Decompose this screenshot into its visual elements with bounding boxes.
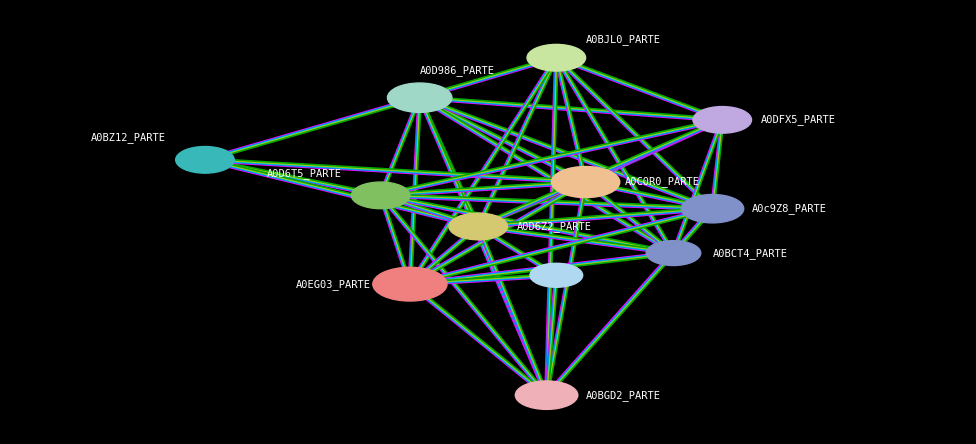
Circle shape	[527, 44, 586, 71]
Circle shape	[515, 381, 578, 409]
Circle shape	[373, 267, 447, 301]
Text: A0C0R0_PARTE: A0C0R0_PARTE	[625, 177, 700, 187]
Circle shape	[551, 166, 620, 198]
Circle shape	[351, 182, 410, 209]
Text: A0DFX5_PARTE: A0DFX5_PARTE	[761, 115, 836, 125]
Circle shape	[693, 107, 752, 133]
Text: A0BGD2_PARTE: A0BGD2_PARTE	[586, 390, 661, 400]
Circle shape	[449, 213, 508, 240]
Circle shape	[681, 194, 744, 223]
Circle shape	[646, 241, 701, 266]
Text: A0c9Z8_PARTE: A0c9Z8_PARTE	[752, 203, 827, 214]
Text: A0D6Z2_PARTE: A0D6Z2_PARTE	[517, 221, 592, 232]
Text: A0EG03_PARTE: A0EG03_PARTE	[296, 279, 371, 289]
Text: A0BZ12_PARTE: A0BZ12_PARTE	[91, 132, 166, 143]
Text: A0D986_PARTE: A0D986_PARTE	[420, 66, 495, 76]
Text: A0BJL0_PARTE: A0BJL0_PARTE	[586, 35, 661, 45]
Circle shape	[387, 83, 452, 112]
Text: A0BCT4_PARTE: A0BCT4_PARTE	[712, 248, 788, 258]
Circle shape	[530, 263, 583, 287]
Text: A0D6T5_PARTE: A0D6T5_PARTE	[266, 168, 342, 178]
Circle shape	[176, 147, 234, 173]
